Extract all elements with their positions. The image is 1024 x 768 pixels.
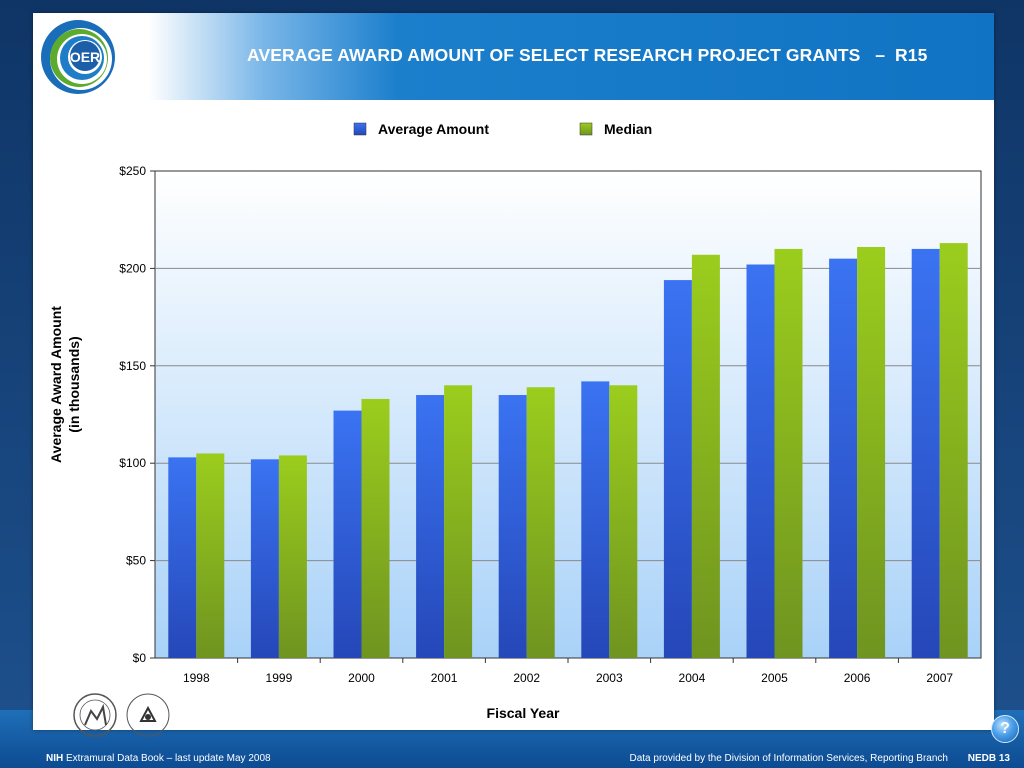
legend-swatch-median xyxy=(579,122,593,136)
hhs-seal-icon xyxy=(73,693,117,737)
bar-median xyxy=(196,453,225,658)
bar-median xyxy=(857,246,886,659)
x-tick-label: 1999 xyxy=(266,671,293,685)
bar-average-amount xyxy=(498,395,527,658)
bar-average-amount xyxy=(663,280,692,658)
y-axis-title-line1: Average Award Amount xyxy=(48,306,64,463)
bar-average-amount xyxy=(416,395,445,658)
y-tick-label: $150 xyxy=(119,359,146,373)
legend-label-average-amount: Average Amount xyxy=(378,121,489,137)
x-tick-label: 1998 xyxy=(183,671,210,685)
page-number: NEDB 13 xyxy=(967,753,1010,764)
bar-median xyxy=(774,248,803,659)
bar-average-amount xyxy=(829,258,858,658)
bar-average-amount xyxy=(168,457,197,658)
bar-median xyxy=(361,398,390,658)
bar-average-amount xyxy=(911,248,940,659)
footer-source-text: Data provided by the Division of Informa… xyxy=(629,753,949,764)
bar-median xyxy=(444,385,473,658)
bar-median xyxy=(691,254,720,658)
agency-seals xyxy=(73,693,170,737)
bar-average-amount xyxy=(250,459,279,658)
x-tick-label: 2003 xyxy=(596,671,623,685)
x-tick-label: 2004 xyxy=(679,671,706,685)
x-tick-label: 2000 xyxy=(348,671,375,685)
x-axis-title: Fiscal Year xyxy=(487,705,560,721)
oer-logo-icon: OER xyxy=(41,20,115,94)
bar-median xyxy=(939,243,968,659)
footer-brand: NIH xyxy=(46,753,64,764)
y-tick-label: $0 xyxy=(133,651,147,665)
footer: NIH Extramural Data Book – last update M… xyxy=(0,740,1024,768)
legend-swatch-average-amount xyxy=(353,122,367,136)
x-tick-label: 2002 xyxy=(513,671,540,685)
y-tick-label: $250 xyxy=(119,164,146,178)
y-axis-title-line2: (in thousands) xyxy=(66,336,82,432)
bar-average-amount xyxy=(581,381,610,658)
bar-median xyxy=(609,385,638,658)
bar-chart: $0 $50 $100 $150 $200 $250 1998 1999 2000 2001 200… xyxy=(48,121,982,721)
help-button[interactable]: ? xyxy=(991,715,1019,743)
bar-average-amount xyxy=(746,264,775,658)
bar-median xyxy=(526,387,555,658)
page-title: AVERAGE AWARD AMOUNT OF SELECT RESEARCH … xyxy=(247,45,928,65)
footer-left: NIH Extramural Data Book – last update M… xyxy=(46,753,271,764)
slide: OER AVERAGE AWARD AMOUNT OF SELECT RESEA… xyxy=(33,13,1019,743)
bar-average-amount xyxy=(333,410,362,658)
x-tick-label: 2007 xyxy=(926,671,953,685)
y-tick-label: $50 xyxy=(126,554,146,568)
x-tick-label: 2006 xyxy=(844,671,871,685)
y-tick-label: $200 xyxy=(119,261,146,275)
footer-update-text: Extramural Data Book – last update May 2… xyxy=(66,753,271,764)
x-tick-label: 2001 xyxy=(431,671,458,685)
y-tick-label: $100 xyxy=(119,456,146,470)
bar-median xyxy=(278,455,307,658)
header-banner: OER AVERAGE AWARD AMOUNT OF SELECT RESEA… xyxy=(33,13,994,100)
legend-label-median: Median xyxy=(604,121,652,137)
svg-text:OER: OER xyxy=(70,49,100,65)
x-tick-label: 2005 xyxy=(761,671,788,685)
nih-seal-icon xyxy=(126,693,170,737)
